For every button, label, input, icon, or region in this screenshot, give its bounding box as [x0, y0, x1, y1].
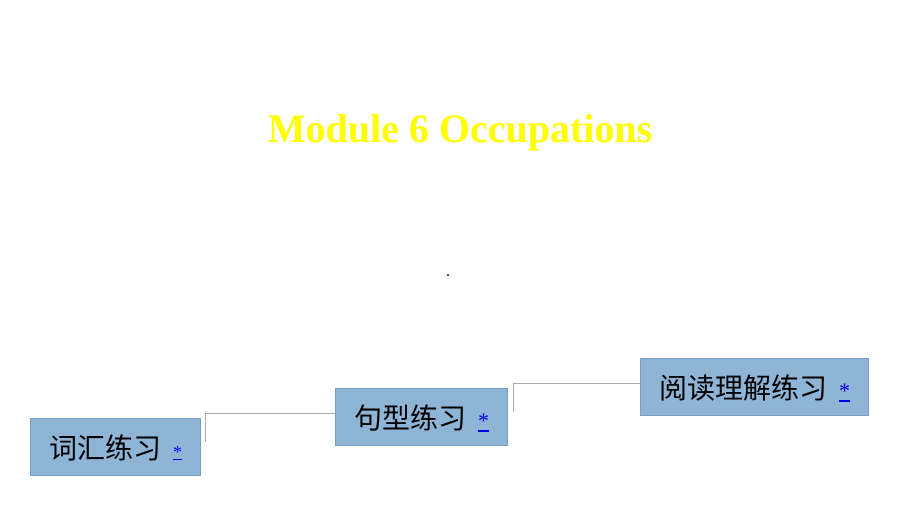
connector-2-h [513, 383, 640, 384]
nav-box-sentence[interactable]: 句型练习 * [335, 388, 508, 446]
connector-2-v [513, 383, 514, 412]
module-title: Module 6 Occupations [268, 105, 652, 152]
connector-1-h [205, 413, 335, 414]
nav-label-sentence: 句型练习 [354, 397, 466, 437]
nav-link-sentence[interactable]: * [478, 408, 489, 434]
nav-label-vocabulary: 词汇练习 [49, 427, 161, 467]
nav-link-vocabulary[interactable]: * [173, 442, 182, 463]
nav-link-reading[interactable]: * [839, 378, 850, 404]
nav-box-vocabulary[interactable]: 词汇练习 * [30, 418, 201, 476]
nav-label-reading: 阅读理解练习 [659, 367, 827, 407]
center-dot: · [445, 265, 451, 286]
connector-1-v [205, 413, 206, 442]
nav-box-reading[interactable]: 阅读理解练习 * [640, 358, 869, 416]
